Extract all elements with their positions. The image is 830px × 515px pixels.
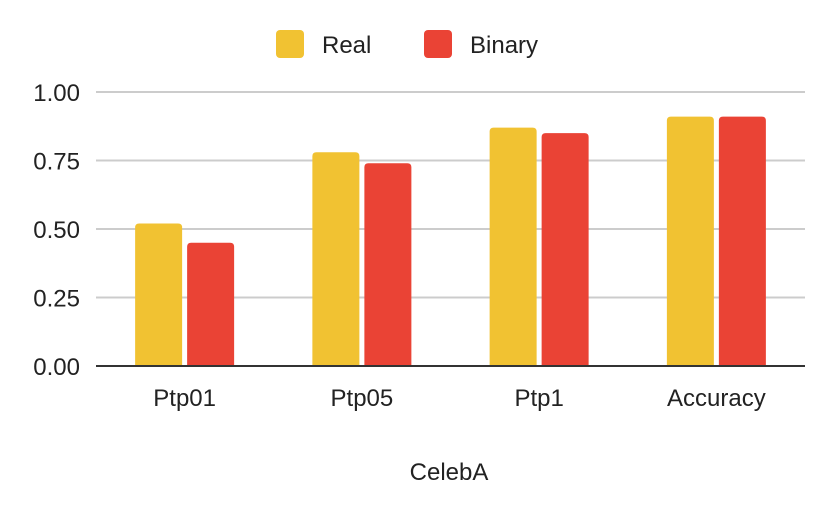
legend-label-real: Real	[322, 32, 371, 59]
legend-swatch-real	[276, 30, 304, 58]
y-tick-label: 0.75	[33, 149, 80, 176]
x-axis-title: CelebA	[410, 459, 489, 486]
x-tick-label: Ptp1	[514, 385, 563, 412]
legend-swatch-binary	[424, 30, 452, 58]
bar-binary-ptp1	[541, 133, 589, 366]
bar-real-ptp05	[312, 152, 360, 366]
legend-label-binary: Binary	[470, 32, 538, 59]
bar-binary-accuracy	[718, 116, 766, 366]
x-axis-ticks: Ptp01 Ptp05 Ptp1 Accuracy	[153, 385, 765, 412]
y-tick-label: 0.00	[33, 354, 80, 381]
bar-binary-ptp01	[187, 242, 235, 366]
y-axis-ticks: 0.00 0.25 0.50 0.75 1.00	[33, 80, 80, 381]
y-tick-label: 0.25	[33, 286, 80, 313]
y-tick-label: 1.00	[33, 80, 80, 107]
bar-real-ptp01	[135, 223, 183, 366]
y-tick-label: 0.50	[33, 217, 80, 244]
bar-real-ptp1	[489, 127, 537, 367]
x-tick-label: Ptp05	[331, 385, 394, 412]
x-tick-label: Ptp01	[153, 385, 216, 412]
bar-binary-ptp05	[364, 163, 412, 366]
bar-real-accuracy	[666, 116, 714, 366]
x-tick-label: Accuracy	[667, 385, 766, 412]
bars	[135, 116, 766, 367]
legend: Real Binary	[276, 30, 538, 59]
